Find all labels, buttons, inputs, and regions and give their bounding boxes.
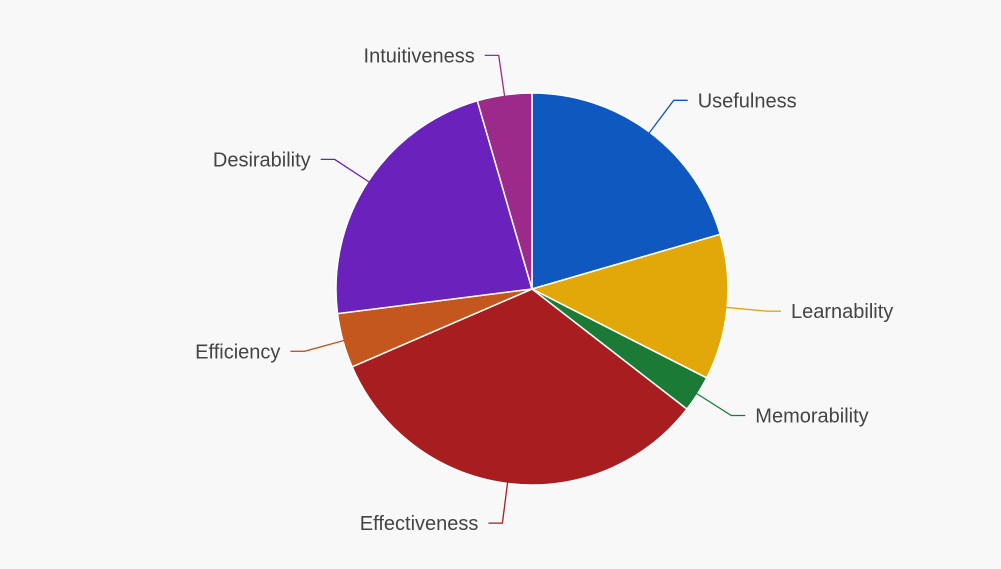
leader-line-desirability	[320, 158, 371, 184]
slice-label-intuitiveness: Intuitiveness	[364, 45, 475, 67]
leader-line-efficiency	[290, 339, 346, 352]
slice-labels: Usefulness Learnability Memorability Effect…	[195, 45, 893, 535]
slice-label-effectiveness: Effectiveness	[360, 513, 479, 535]
slice-label-efficiency: Efficiency	[195, 341, 280, 363]
leader-line-intuitiveness	[484, 54, 506, 97]
slice-label-learnability: Learnability	[791, 301, 893, 323]
slice-label-desirability: Desirability	[213, 149, 311, 171]
leader-lines	[290, 54, 781, 524]
leader-line-learnability	[725, 306, 781, 312]
leader-line-effectiveness	[488, 481, 509, 524]
pie-slices	[335, 92, 729, 486]
slice-label-memorability: Memorability	[755, 406, 868, 428]
leader-line-memorability	[695, 392, 746, 417]
slice-label-usefulness: Usefulness	[698, 90, 797, 112]
leader-line-usefulness	[647, 99, 688, 135]
